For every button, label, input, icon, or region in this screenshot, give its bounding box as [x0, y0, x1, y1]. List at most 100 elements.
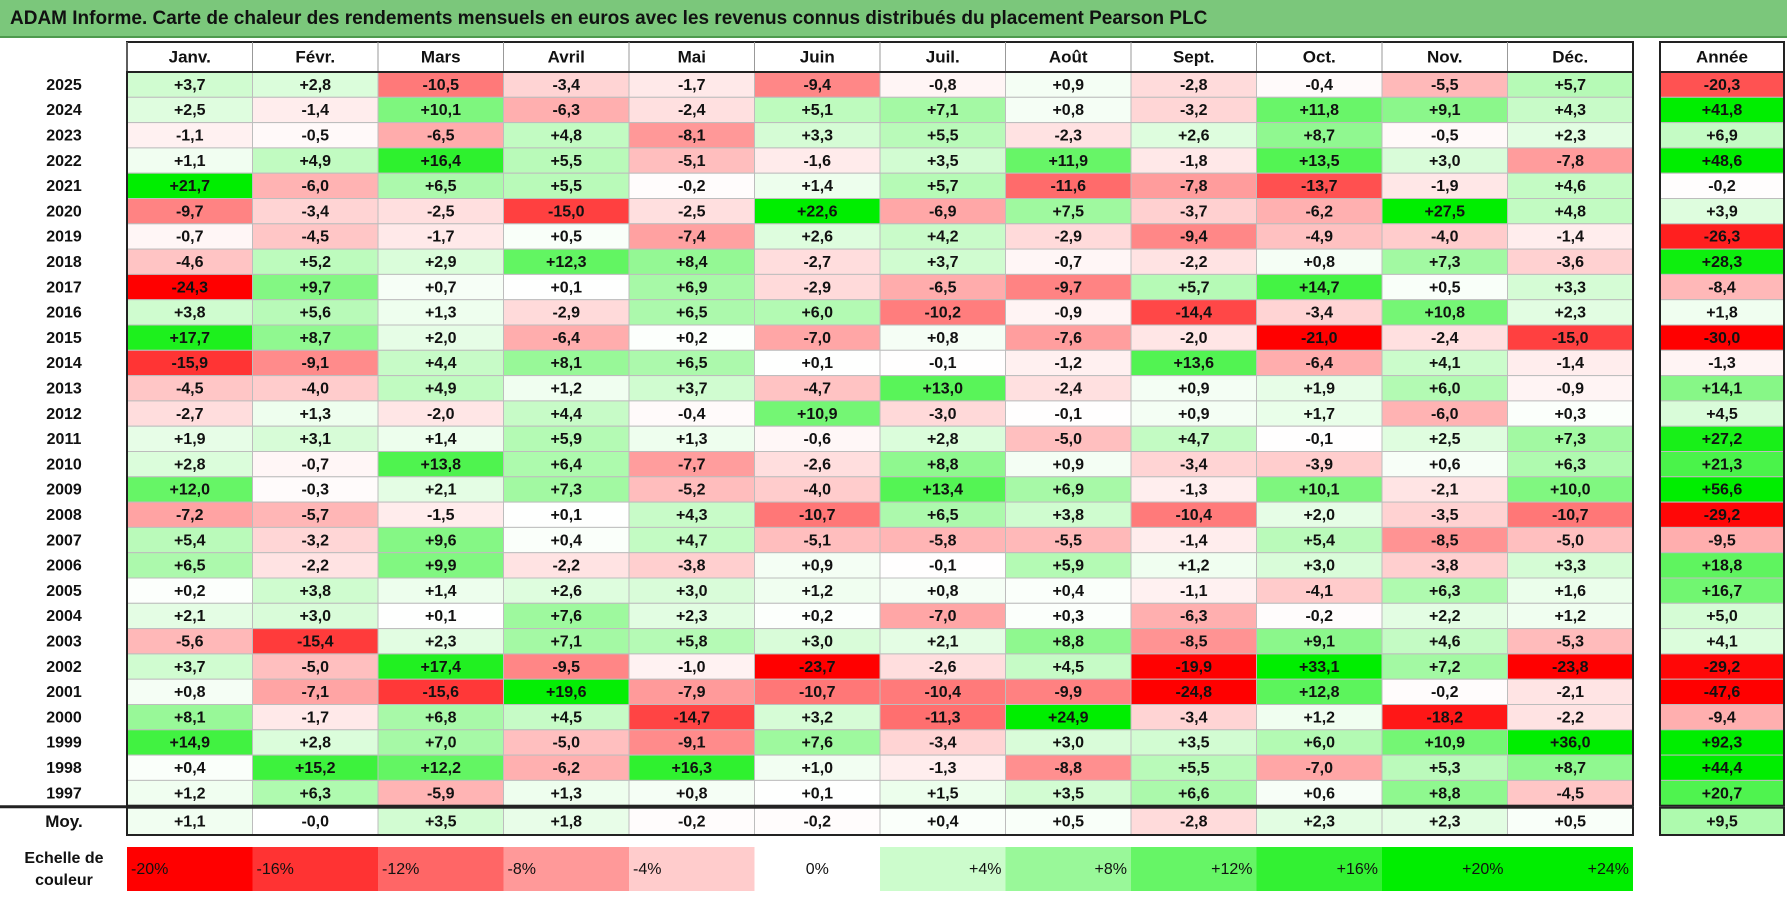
- cell-value: -6,5: [929, 279, 957, 296]
- cell-value: +3,8: [299, 583, 331, 600]
- cell-value: +27,5: [1425, 203, 1466, 220]
- cell-value: -21,0: [1301, 330, 1338, 347]
- heatmap-cell: [126, 628, 253, 655]
- cell-value: -3,4: [1305, 305, 1333, 322]
- heatmap-cell: [1507, 375, 1634, 402]
- heatmap-cell: [1507, 526, 1634, 554]
- cell-value: +9,7: [299, 279, 331, 296]
- annual-value: +48,6: [1702, 153, 1743, 170]
- heatmap-cell: [377, 704, 504, 731]
- cell-value: +0,9: [1178, 406, 1210, 423]
- cell-value: +1,3: [425, 305, 457, 322]
- cell-value: +0,8: [676, 785, 708, 802]
- cell-value: +1,2: [801, 583, 833, 600]
- cell-value: -2,4: [1431, 330, 1459, 347]
- cell-value: +6,4: [550, 456, 582, 473]
- heatmap-cell: [879, 248, 1006, 275]
- cell-value: +5,2: [299, 254, 331, 271]
- heatmap-cell: [503, 577, 630, 604]
- heatmap-cell: [1381, 248, 1508, 275]
- cell-value: -7,1: [301, 684, 329, 701]
- cell-value: +5,7: [1554, 77, 1586, 94]
- heatmap-cell: [1130, 602, 1257, 630]
- cell-value: +3,5: [1178, 735, 1210, 752]
- heatmap-cell: [126, 577, 253, 604]
- cell-value: +0,8: [1052, 102, 1084, 119]
- cell-value: -7,0: [1305, 760, 1333, 777]
- heatmap-cell: [1005, 198, 1132, 225]
- heatmap-cell: [879, 425, 1006, 453]
- heatmap-cell: [1005, 349, 1132, 377]
- heatmap-cell: [1130, 779, 1257, 807]
- cell-value: -5,5: [1431, 77, 1459, 94]
- cell-value: +2,8: [299, 77, 331, 94]
- heatmap-cell: [628, 577, 755, 604]
- cell-value: +21,7: [170, 178, 211, 195]
- annual-cell: [1659, 248, 1785, 275]
- heatmap-cell: [503, 779, 630, 807]
- cell-value: -0,7: [1054, 254, 1082, 271]
- cell-value: -0,5: [301, 127, 329, 144]
- heatmap-cell: [503, 704, 630, 731]
- cell-value: +5,4: [174, 532, 206, 549]
- cell-value: +1,9: [1303, 380, 1335, 397]
- cell-value: +0,6: [1303, 785, 1335, 802]
- row-year-label: 2005: [46, 583, 82, 600]
- heatmap-cell: [377, 779, 504, 807]
- heatmap-cell: [503, 526, 630, 554]
- cell-value: +9,9: [425, 558, 457, 575]
- heatmap-cell: [1256, 400, 1383, 427]
- cell-value: -3,7: [1180, 203, 1208, 220]
- cell-value: +8,1: [174, 709, 206, 726]
- annual-value: -29,2: [1704, 507, 1741, 524]
- heatmap-cell: [1381, 501, 1508, 528]
- heatmap-cell: [754, 729, 881, 756]
- cell-value: +2,6: [801, 229, 833, 246]
- cell-value: +0,2: [801, 608, 833, 625]
- cell-value: -3,5: [1431, 507, 1459, 524]
- annual-value: -20,3: [1704, 77, 1741, 94]
- cell-value: +8,8: [1052, 633, 1084, 650]
- row-year-label: 1999: [46, 735, 82, 752]
- cell-value: -2,7: [176, 406, 204, 423]
- heatmap-cell: [628, 324, 755, 351]
- cell-value: +12,0: [170, 482, 211, 499]
- cell-value: +0,1: [550, 279, 582, 296]
- cell-value: +6,5: [174, 558, 206, 575]
- average-value: +1,8: [550, 814, 582, 831]
- heatmap-cell: [503, 729, 630, 756]
- heatmap-cell: [252, 400, 379, 427]
- cell-value: +6,0: [1303, 735, 1335, 752]
- heatmap-cell: [1130, 122, 1257, 149]
- heatmap-cell: [1256, 602, 1383, 630]
- row-year-label: 2002: [46, 659, 82, 676]
- cell-value: -1,1: [1180, 583, 1208, 600]
- heatmap-cell: [503, 96, 630, 124]
- cell-value: -0,4: [1305, 77, 1333, 94]
- scale-swatch: [880, 847, 1006, 891]
- cell-value: +3,0: [1052, 735, 1084, 752]
- cell-value: +3,2: [801, 709, 833, 726]
- heatmap-cell: [503, 172, 630, 199]
- cell-value: +5,1: [801, 102, 833, 119]
- month-header: Août: [1049, 47, 1088, 66]
- cell-value: -10,4: [1176, 507, 1213, 524]
- cell-value: -2,0: [1180, 330, 1208, 347]
- cell-value: -7,0: [929, 608, 957, 625]
- cell-value: +6,3: [1429, 583, 1461, 600]
- heatmap-cell: [1507, 653, 1634, 680]
- heatmap-cell: [1130, 577, 1257, 604]
- cell-value: -2,9: [1054, 229, 1082, 246]
- cell-value: -15,6: [423, 684, 460, 701]
- cell-value: +4,4: [550, 406, 582, 423]
- cell-value: +13,5: [1299, 153, 1340, 170]
- scale-step-label: -4%: [633, 861, 661, 878]
- row-year-label: 2013: [46, 380, 82, 397]
- cell-value: -0,9: [1556, 380, 1584, 397]
- cell-value: +8,7: [299, 330, 331, 347]
- heatmap-cell: [1507, 476, 1634, 503]
- scale-step-label: +20%: [1462, 861, 1503, 878]
- cell-value: -6,2: [552, 760, 580, 777]
- heatmap-cell: [1381, 223, 1508, 250]
- heatmap-cell: [1005, 628, 1132, 655]
